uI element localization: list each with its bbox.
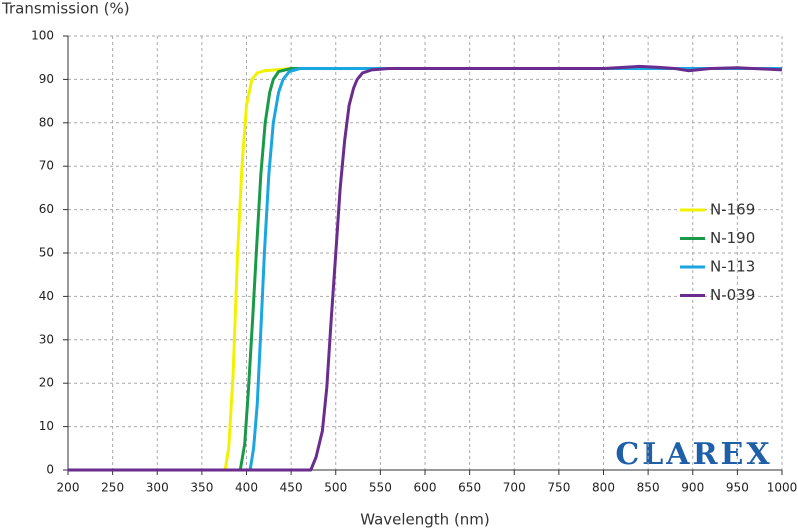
y-tick-label: 100 (31, 29, 54, 43)
x-tick-label: 450 (280, 481, 303, 495)
y-tick-label: 0 (46, 463, 54, 477)
legend-label: N-113 (710, 258, 755, 276)
y-tick-label: 40 (39, 289, 54, 303)
y-tick-label: 50 (39, 246, 54, 260)
y-axis-label: Transmission (%) (1, 0, 130, 18)
logo: CLAREX (615, 437, 772, 472)
x-tick-label: 900 (681, 481, 704, 495)
x-tick-label: 750 (547, 481, 570, 495)
y-tick-label: 60 (39, 202, 54, 216)
x-axis-label: Wavelength (nm) (360, 511, 490, 529)
x-tick-label: 800 (592, 481, 615, 495)
x-tick-label: 200 (57, 481, 80, 495)
x-tick-label: 650 (458, 481, 481, 495)
y-tick-label: 90 (39, 72, 54, 86)
y-tick-label: 30 (39, 332, 54, 346)
x-tick-label: 550 (369, 481, 392, 495)
x-tick-label: 850 (637, 481, 660, 495)
y-tick-label: 20 (39, 376, 54, 390)
y-tick-label: 80 (39, 115, 54, 129)
legend-label: N-169 (710, 201, 755, 219)
x-tick-label: 950 (726, 481, 749, 495)
x-tick-label: 250 (101, 481, 124, 495)
x-tick-label: 400 (235, 481, 258, 495)
x-tick-label: 350 (190, 481, 213, 495)
legend-label: N-039 (710, 286, 755, 304)
y-tick-label: 10 (39, 419, 54, 433)
x-tick-label: 600 (414, 481, 437, 495)
x-tick-label: 500 (324, 481, 347, 495)
legend-label: N-190 (710, 229, 755, 247)
x-tick-label: 300 (146, 481, 169, 495)
series-line (68, 64, 783, 472)
y-tick-label: 70 (39, 159, 54, 173)
x-tick-label: 700 (503, 481, 526, 495)
x-tick-label: 1000 (767, 481, 798, 495)
